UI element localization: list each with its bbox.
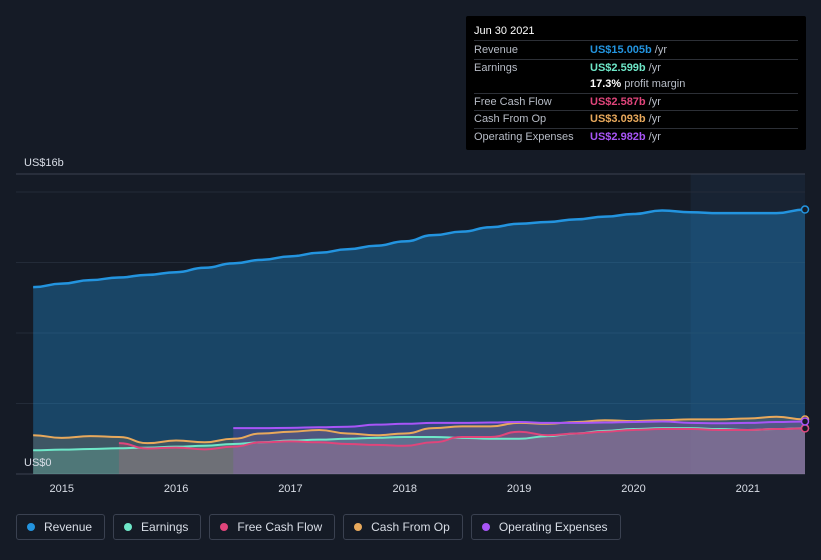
tooltip-value: US$2.599b <box>590 61 646 74</box>
tooltip-unit: profit margin <box>624 78 686 90</box>
series-lines <box>33 208 806 452</box>
x-axis-ticks: 2015 2016 2017 2018 2019 2020 2021 <box>49 483 760 495</box>
tooltip-value: 17.3% <box>590 78 622 90</box>
tooltip-row-cash-from-op: Cash From Op US$3.093b /yr <box>474 111 798 129</box>
legend-item-earnings[interactable]: Earnings <box>113 514 202 540</box>
tooltip-unit: /yr <box>654 44 667 56</box>
tooltip-row-profit-margin: 17.3% profit margin <box>474 76 798 94</box>
tooltip-row-earnings: Earnings US$2.599b /yr <box>474 60 798 77</box>
gridlines <box>16 173 805 475</box>
operating-expenses-endpoint <box>800 417 810 426</box>
x-tick-label: 2015 <box>49 483 73 495</box>
tooltip: Jun 30 2021 Revenue US$15.005b /yr Earni… <box>466 16 806 150</box>
free-cash-flow-endpoint <box>800 424 810 433</box>
x-tick-label: 2021 <box>736 483 760 495</box>
tooltip-row-operating-expenses: Operating Expenses US$2.982b /yr <box>474 129 798 146</box>
tooltip-value: US$15.005b <box>590 44 652 56</box>
tooltip-row-revenue: Revenue US$15.005b /yr <box>474 42 798 60</box>
tooltip-unit: /yr <box>648 95 661 108</box>
legend-item-cash-from-op[interactable]: Cash From Op <box>343 514 463 540</box>
legend-item-operating-expenses[interactable]: Operating Expenses <box>470 514 621 540</box>
revenue-endpoint <box>800 205 810 214</box>
tooltip-label: Cash From Op <box>474 113 547 125</box>
revenue-dot-icon <box>27 523 35 531</box>
operating-expenses-line <box>233 420 806 430</box>
legend: Revenue Earnings Free Cash Flow Cash Fro… <box>16 514 629 540</box>
earnings-area <box>33 428 806 474</box>
legend-label: Free Cash Flow <box>237 520 323 534</box>
tooltip-value: US$2.587b <box>590 95 646 108</box>
free-cash-flow-dot-icon <box>220 523 229 531</box>
legend-label: Revenue <box>44 520 93 534</box>
y-axis-bottom-label: US$0 <box>24 457 52 469</box>
earnings-dot-icon <box>124 523 133 531</box>
revenue-line <box>33 208 806 289</box>
x-tick-label: 2019 <box>507 483 531 495</box>
legend-item-free-cash-flow[interactable]: Free Cash Flow <box>209 514 336 540</box>
x-tick-label: 2018 <box>393 483 417 495</box>
legend-label: Cash From Op <box>371 520 450 534</box>
tooltip-label <box>474 76 590 93</box>
revenue-area <box>33 209 806 475</box>
legend-label: Operating Expenses <box>498 520 608 534</box>
cash-from-op-dot-icon <box>354 523 363 531</box>
x-tick-label: 2020 <box>621 483 645 495</box>
tooltip-date: Jun 30 2021 <box>474 22 798 41</box>
legend-label: Earnings <box>141 520 189 534</box>
operating-expenses-dot-icon <box>481 523 490 531</box>
tooltip-value: US$3.093b <box>590 113 646 125</box>
x-tick-label: 2016 <box>164 483 188 495</box>
x-tick-label: 2017 <box>278 483 302 495</box>
legend-item-revenue[interactable]: Revenue <box>16 514 106 540</box>
tooltip-unit: /yr <box>648 113 661 125</box>
series-endpoints <box>800 205 810 433</box>
tooltip-value: US$2.982b <box>590 130 646 143</box>
free-cash-flow-area <box>118 428 806 474</box>
tooltip-unit: /yr <box>648 130 661 143</box>
tooltip-label: Operating Expenses <box>474 130 574 143</box>
free-cash-flow-line <box>118 427 806 451</box>
tooltip-label: Revenue <box>474 44 519 56</box>
tooltip-row-free-cash-flow: Free Cash Flow US$2.587b /yr <box>474 94 798 111</box>
tooltip-label: Earnings <box>474 61 518 74</box>
tooltip-label: Free Cash Flow <box>474 95 552 108</box>
y-axis-top-label: US$16b <box>24 157 64 169</box>
tooltip-unit: /yr <box>648 61 661 74</box>
cash-from-op-line <box>33 415 806 445</box>
series-areas <box>33 209 806 475</box>
